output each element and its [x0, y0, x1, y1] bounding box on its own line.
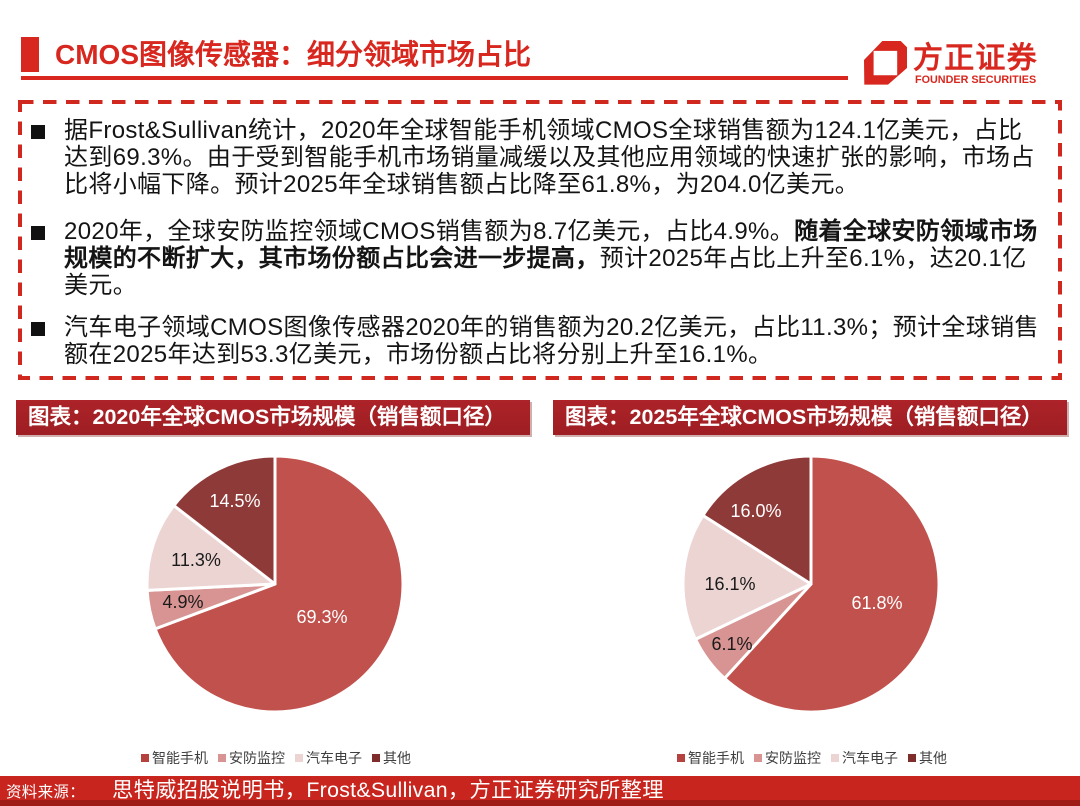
svg-text:16.0%: 16.0% [730, 501, 781, 521]
svg-text:6.1%: 6.1% [711, 634, 752, 654]
svg-text:4.9%: 4.9% [162, 592, 203, 612]
svg-text:11.3%: 11.3% [171, 550, 221, 570]
svg-text:14.5%: 14.5% [209, 491, 260, 511]
svg-text:16.1%: 16.1% [704, 574, 755, 594]
svg-text:69.3%: 69.3% [296, 607, 347, 627]
svg-text:61.8%: 61.8% [851, 593, 902, 613]
